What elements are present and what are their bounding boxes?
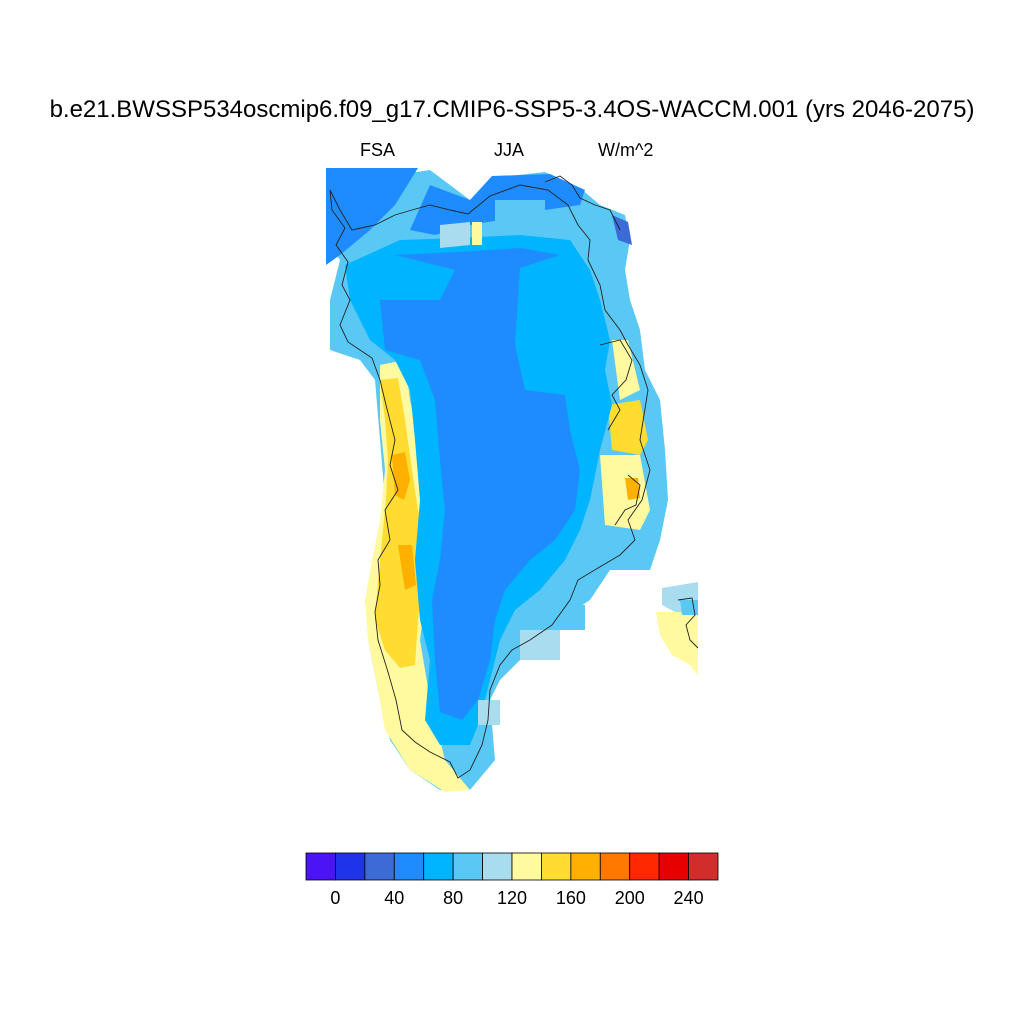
- colorbar-swatch: [688, 852, 719, 881]
- southeast-band: [478, 700, 500, 725]
- colorbar-swatch: [511, 852, 542, 881]
- northwest-block: [326, 168, 418, 265]
- colorbar-tick-label: 0: [330, 888, 340, 908]
- colorbar-swatch: [305, 852, 336, 881]
- colorbar-swatch: [393, 852, 425, 881]
- colorbar-tick-label: 40: [384, 888, 404, 908]
- plot-title: b.e21.BWSSP534oscmip6.f09_g17.CMIP6-SSP5…: [49, 96, 975, 123]
- colorbar-swatch: [452, 852, 483, 881]
- colorbar-swatch: [570, 852, 601, 881]
- west-coast-hotspot: [398, 545, 416, 590]
- coastline-inlet: [614, 474, 641, 526]
- colorbar-swatch: [658, 852, 689, 881]
- coastline-island: [677, 597, 699, 649]
- west-coast-hot: [375, 378, 425, 668]
- colorbar-swatch: [629, 852, 660, 881]
- east-coast-hotspot: [625, 478, 640, 500]
- colorbar-tick-label: 80: [443, 888, 463, 908]
- colorbar-tick-label: 120: [497, 888, 527, 908]
- colorbar-swatch: [482, 852, 513, 881]
- coastline-main: [329, 184, 651, 779]
- units-label: W/m^2: [598, 140, 654, 160]
- east-coast-warm: [612, 340, 640, 400]
- colorbar-swatch: [541, 852, 572, 881]
- colorbar-swatch: [423, 852, 454, 881]
- colorbar-tick-label: 240: [674, 888, 704, 908]
- map-field: [326, 168, 698, 792]
- colorbar-tick-label: 200: [615, 888, 645, 908]
- island-cool: [680, 600, 698, 615]
- southeast-band: [520, 630, 560, 660]
- coastline-north: [544, 175, 621, 231]
- coastline-inlet: [599, 339, 633, 431]
- north-edge-light: [495, 200, 545, 225]
- north-edge-light: [440, 222, 470, 248]
- season-label: JJA: [494, 140, 525, 160]
- colorbar: 0 40 80 120 160 200 240: [305, 852, 719, 908]
- colorbar-swatch: [599, 852, 631, 881]
- east-coast-warm: [600, 455, 650, 530]
- colorbar-tick-label: 160: [556, 888, 586, 908]
- colorbar-swatch: [364, 852, 395, 881]
- north-edge-light: [472, 222, 482, 245]
- colorbar-swatch: [335, 852, 366, 881]
- southeast-band: [548, 605, 585, 630]
- coastline: [329, 175, 699, 779]
- variable-label: FSA: [360, 140, 396, 160]
- west-coast-hotspot: [392, 452, 410, 500]
- interior-core: [380, 248, 580, 720]
- northeast-corner: [612, 215, 632, 245]
- island-warm: [656, 612, 698, 675]
